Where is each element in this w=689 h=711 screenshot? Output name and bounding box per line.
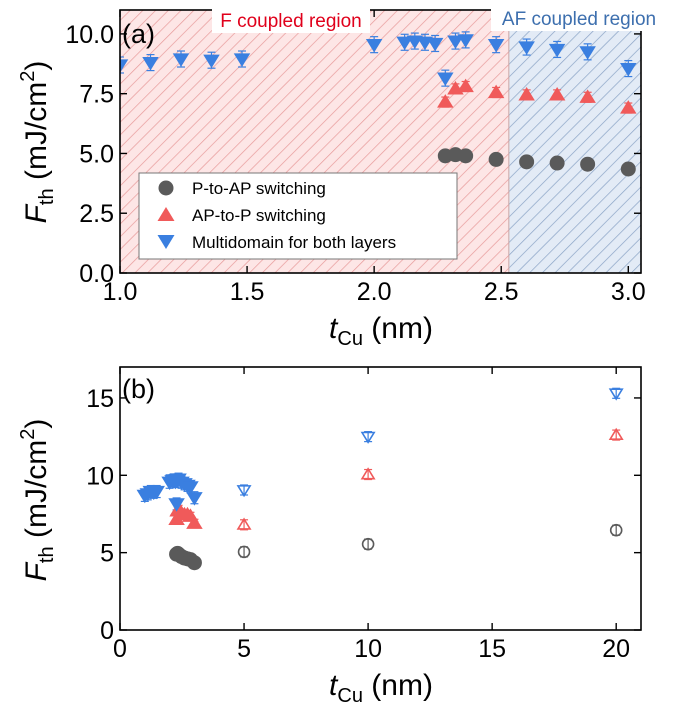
af-region-label: AF coupled region [502,9,656,30]
f-region-label: F coupled region [220,11,362,32]
panel-a-point-p-to-ap [621,161,636,176]
panel-b-label: (b) [122,374,155,404]
panel-b-xtick-label: 20 [602,635,630,663]
panel-a-xtick-label: 3.0 [611,278,646,306]
legend-text-ap-to-p: AP-to-P switching [192,206,326,225]
panel-a-label: (a) [122,19,155,49]
panel-b-series [137,389,623,570]
panel-a-ytick-label: 5.0 [79,140,114,168]
panel-b-ytick-label: 0 [100,617,114,645]
panel-a-ylabel: Fth (mJ/cm2) [17,61,58,224]
legend-text-p-to-ap: P-to-AP switching [192,179,326,198]
panel-a-point-p-to-ap [580,157,595,172]
panel-b-xtick-label: 5 [237,635,251,663]
panel-b-xlabel: tCu (nm) [329,669,433,707]
panel-a-ytick-label: 0.0 [79,260,114,288]
panel-a-point-p-to-ap [489,152,504,167]
panel-a-xtick-label: 2.0 [357,278,392,306]
panel-a-ytick-label: 10.0 [65,21,114,49]
panel-b-ytick-label: 15 [86,385,114,413]
panel-b-point-multidomain [186,492,203,506]
panel-a-xtick-label: 1.5 [230,278,265,306]
panel-a-point-p-to-ap [550,156,565,171]
panel-a: 1.0 1.5 2.0 2.5 3.00.02.55.07.510.0 F couple… [17,6,667,350]
panel-b-point-p-to-ap [187,555,202,570]
panel-b-ytick-label: 5 [100,540,114,568]
panel-a-xlabel: tCu (nm) [329,312,433,350]
legend-text-multidomain: Multidomain for both layers [192,233,396,252]
panel-a-xtick-label: 2.5 [484,278,519,306]
panel-b-ticks: 0 5 10 15 20 0 5 10 15 [86,367,641,663]
panel-b-ylabel: Fth (mJ/cm2) [17,419,58,582]
panel-b-xtick-label: 15 [478,635,506,663]
panel-a-ytick-label: 7.5 [79,81,114,109]
panel-b-xtick-label: 0 [113,635,127,663]
panel-b: 0 5 10 15 20 0 5 10 15 (b) tCu (nm) Fth (mJ/cm2) [17,367,641,707]
legend: P-to-AP switching AP-to-P switching Mult… [139,173,457,259]
panel-b-ytick-label: 10 [86,462,114,490]
panel-a-point-p-to-ap [519,154,534,169]
panel-b-error-bars [141,388,620,557]
panel-b-xtick-label: 10 [354,635,382,663]
legend-marker-p-to-ap [159,181,174,196]
panel-a-point-p-to-ap [458,148,473,163]
panel-a-ytick-label: 2.5 [79,200,114,228]
